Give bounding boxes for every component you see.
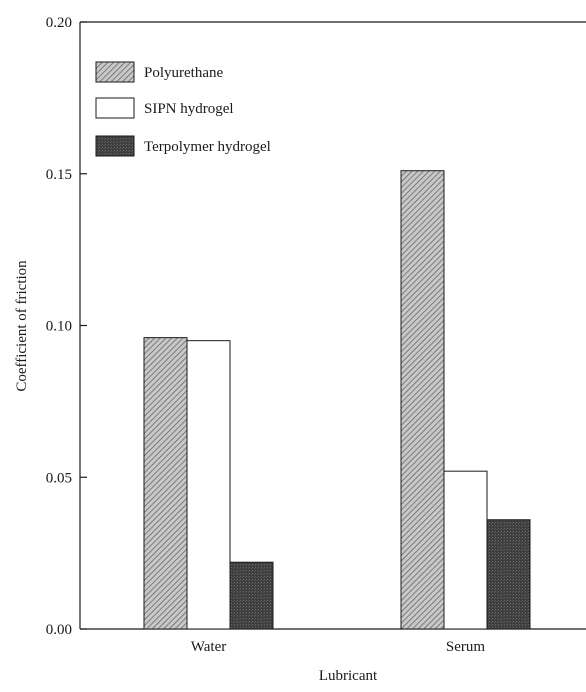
bar-polyurethane-serum: [401, 171, 444, 629]
bar-polyurethane-water: [144, 338, 187, 629]
y-tick-label: 0.05: [46, 470, 72, 486]
y-ticks: 0.00 0.05 0.10 0.15 0.20: [46, 15, 87, 638]
x-tick-label: Water: [191, 639, 226, 655]
legend-swatch-terpolymer-hydrogel: [96, 136, 134, 156]
legend-label: SIPN hydrogel: [144, 101, 234, 117]
bar-sipn-hydrogel-water: [187, 341, 230, 629]
legend-swatch-sipn-hydrogel: [96, 98, 134, 118]
bar-terpolymer-hydrogel-water: [230, 562, 273, 629]
legend: Polyurethane SIPN hydrogel Terpolymer hydr…: [96, 62, 271, 156]
y-axis-label: Coefficient of friction: [14, 260, 30, 392]
y-tick-label: 0.15: [46, 167, 72, 183]
bar-terpolymer-hydrogel-serum: [487, 520, 530, 629]
legend-label: Polyurethane: [144, 65, 223, 81]
legend-label: Terpolymer hydrogel: [144, 139, 271, 155]
y-tick-label: 0.10: [46, 319, 72, 335]
bar-sipn-hydrogel-serum: [444, 471, 487, 629]
bars: [144, 171, 530, 629]
legend-swatch-polyurethane: [96, 62, 134, 82]
x-axis-label: Lubricant: [319, 668, 378, 684]
x-ticks: Water Serum: [191, 639, 486, 655]
y-tick-label: 0.00: [46, 622, 72, 638]
x-tick-label: Serum: [446, 639, 485, 655]
y-tick-label: 0.20: [46, 15, 72, 31]
